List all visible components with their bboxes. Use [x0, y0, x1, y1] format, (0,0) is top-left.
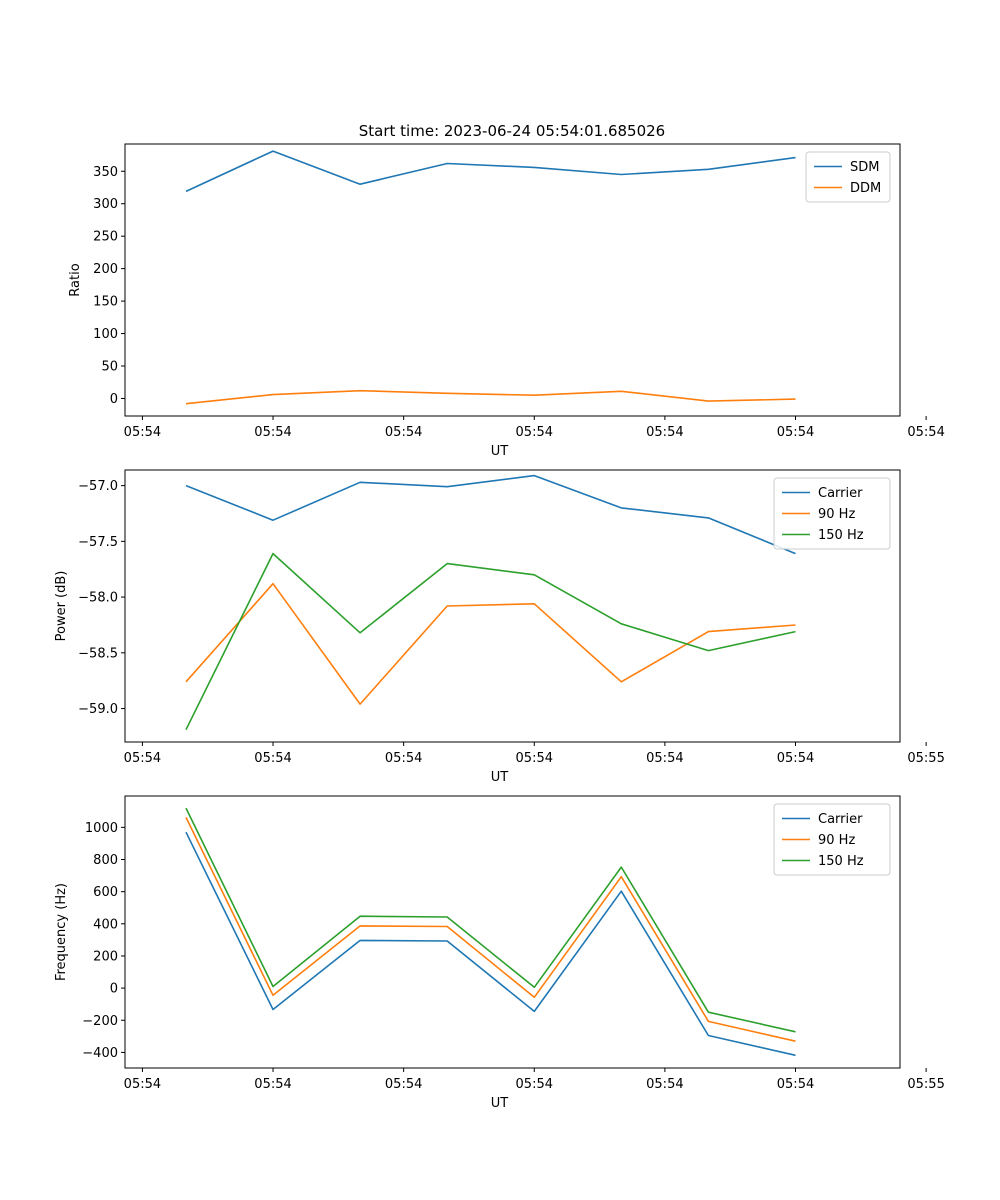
- series-line-90-hz: [185, 582, 796, 705]
- x-tick-label: 05:54: [254, 425, 291, 440]
- legend: Carrier 90 Hz 150 Hz: [773, 477, 891, 550]
- x-tick-label: 05:54: [124, 425, 161, 440]
- y-tick-label: 350: [93, 165, 118, 180]
- series-line-carrier: [185, 474, 796, 555]
- y-tick-label: 300: [93, 197, 118, 212]
- x-tick-label: 05:54: [777, 425, 814, 440]
- x-tick-label: 05:54: [516, 751, 553, 766]
- y-tick-label: 400: [93, 917, 118, 932]
- y-tick-label: −200: [82, 1014, 118, 1029]
- panel-2: −57.0 −57.5 −58.0 −58.5 −59.0 05:54 05:54 05:54…: [54, 469, 945, 785]
- x-tick-label: 05:54: [254, 1077, 291, 1092]
- panel-1: 0 50 100 150 200 250 300 350 05:54 05:54 05:54 05:5…: [68, 143, 945, 459]
- y-tick-label: 0: [110, 392, 118, 407]
- axes-frame: [124, 469, 901, 743]
- y-tick-label: 600: [93, 885, 118, 900]
- legend-box: [805, 151, 891, 203]
- legend-label: SDM: [850, 160, 879, 175]
- figure-title: Start time: 2023-06-24 05:54:01.685026: [359, 122, 665, 140]
- series-line-90-hz: [185, 817, 796, 1042]
- x-tick-label: 05:54: [124, 751, 161, 766]
- legend-label: Carrier: [818, 486, 863, 501]
- panel-3: −400 −200 0 200 400 600 800 1000 05:54 05:54 05:54…: [54, 795, 945, 1111]
- series-line-150-hz: [185, 807, 796, 1033]
- legend: Carrier 90 Hz 150 Hz: [773, 803, 891, 876]
- y-tick-label: −58.5: [78, 646, 118, 661]
- y-tick-label: −400: [82, 1046, 118, 1061]
- y-axis-label: Frequency (Hz): [54, 883, 69, 981]
- legend-label: 150 Hz: [818, 854, 864, 869]
- series-line-carrier: [185, 831, 796, 1057]
- legend-label: Carrier: [818, 812, 863, 827]
- legend-label: 150 Hz: [818, 528, 864, 543]
- y-axis-label: Ratio: [68, 263, 83, 296]
- y-tick-label: 250: [93, 230, 118, 245]
- series-line-150-hz: [185, 552, 796, 731]
- legend: SDM DDM: [805, 151, 891, 203]
- y-tick-label: 100: [93, 327, 118, 342]
- y-tick-label: 150: [93, 295, 118, 310]
- x-tick-label: 05:55: [907, 1077, 944, 1092]
- legend-label: DDM: [850, 181, 881, 196]
- y-tick-label: −57.5: [78, 535, 118, 550]
- x-tick-label: 05:54: [124, 1077, 161, 1092]
- y-tick-label: −57.0: [78, 479, 118, 494]
- x-tick-label: 05:54: [385, 1077, 422, 1092]
- x-tick-label: 05:54: [516, 1077, 553, 1092]
- y-tick-label: 800: [93, 853, 118, 868]
- axes-frame: [124, 795, 901, 1069]
- y-tick-label: −59.0: [78, 702, 118, 717]
- legend-box: [773, 477, 891, 550]
- legend-box: [773, 803, 891, 876]
- y-tick-label: 0: [110, 982, 118, 997]
- x-tick-label: 05:54: [646, 1077, 683, 1092]
- series-line-sdm: [185, 150, 796, 193]
- x-tick-label: 05:54: [777, 1077, 814, 1092]
- x-tick-label: 05:54: [646, 425, 683, 440]
- x-tick-label: 05:54: [385, 751, 422, 766]
- x-tick-label: 05:55: [907, 751, 944, 766]
- y-axis-label: Power (dB): [54, 571, 69, 642]
- panels: 0 50 100 150 200 250 300 350 05:54 05:54 05:54 05:5…: [54, 143, 945, 1111]
- x-axis-label: UT: [491, 444, 509, 459]
- x-tick-label: 05:54: [646, 751, 683, 766]
- axes-frame: [124, 143, 901, 417]
- x-tick-label: 05:54: [516, 425, 553, 440]
- x-axis-label: UT: [491, 770, 509, 785]
- x-tick-label: 05:54: [907, 425, 944, 440]
- series-line-ddm: [185, 389, 796, 405]
- y-tick-label: 200: [93, 262, 118, 277]
- x-axis-label: UT: [491, 1096, 509, 1111]
- x-tick-label: 05:54: [385, 425, 422, 440]
- x-tick-label: 05:54: [254, 751, 291, 766]
- legend-label: 90 Hz: [818, 507, 855, 522]
- x-tick-label: 05:54: [777, 751, 814, 766]
- y-tick-label: 200: [93, 949, 118, 964]
- y-tick-label: −58.0: [78, 591, 118, 606]
- y-tick-label: 50: [101, 360, 118, 375]
- legend-label: 90 Hz: [818, 833, 855, 848]
- y-tick-label: 1000: [85, 821, 118, 836]
